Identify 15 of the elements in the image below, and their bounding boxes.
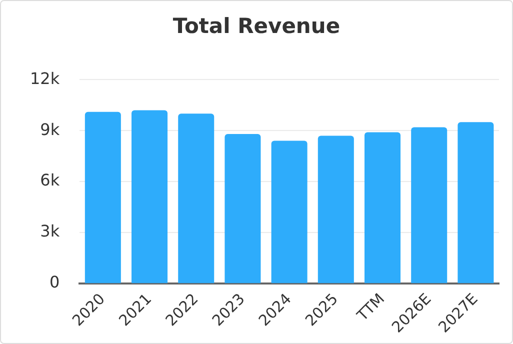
bar — [458, 122, 494, 284]
y-tick-label: 12k — [30, 68, 60, 88]
bar — [178, 114, 214, 284]
bar — [224, 134, 261, 284]
bar — [271, 140, 308, 284]
y-tick-label: 3k — [40, 222, 60, 241]
bar — [318, 136, 354, 284]
y-tick-label: 6k — [40, 170, 60, 190]
bar — [411, 127, 448, 284]
bar — [84, 112, 121, 284]
bar — [364, 132, 401, 284]
chart-title: Total Revenue — [172, 14, 342, 38]
bar — [132, 110, 168, 284]
y-tick-label: 0 — [49, 272, 60, 292]
y-tick-label: 9k — [40, 120, 60, 139]
